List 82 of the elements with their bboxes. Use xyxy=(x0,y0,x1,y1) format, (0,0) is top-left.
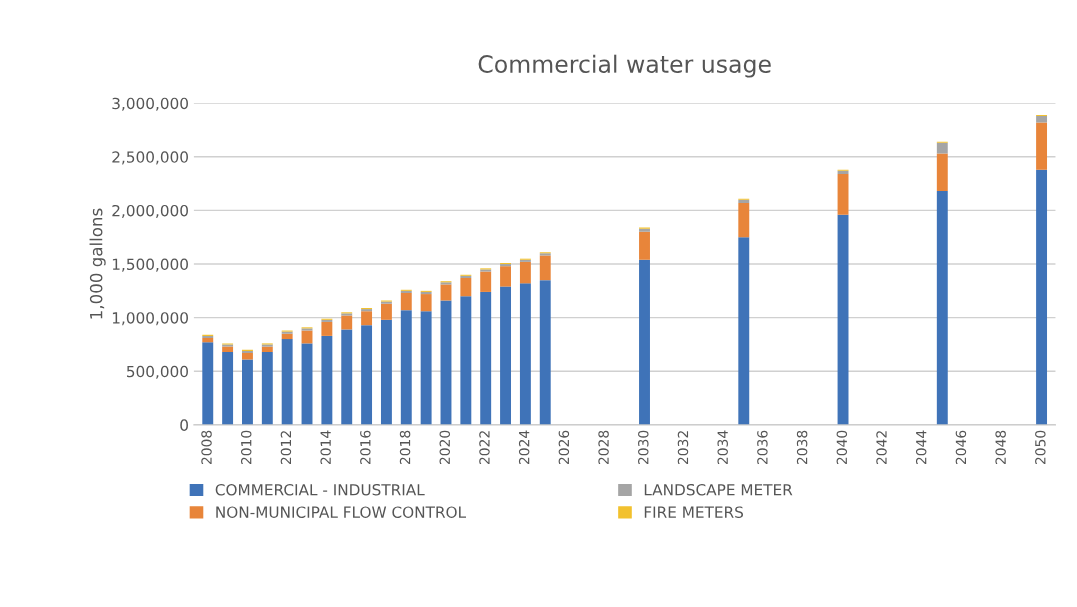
bar xyxy=(341,315,353,330)
bar xyxy=(519,261,531,284)
bar xyxy=(440,284,452,301)
bar xyxy=(639,259,650,425)
y-tick-label: 1,000,000 xyxy=(112,312,188,326)
bar xyxy=(380,319,392,425)
bar xyxy=(420,294,432,312)
x-tick-label: 2046 xyxy=(955,430,967,465)
bar xyxy=(361,325,373,425)
bar xyxy=(301,343,313,425)
y-axis-title: 1,000 gallons xyxy=(89,208,106,319)
x-tick-label: 2020 xyxy=(439,430,451,465)
y-tick-label: 2,000,000 xyxy=(112,204,188,219)
x-tick-label: 2044 xyxy=(915,430,927,465)
x-tick-label: 2036 xyxy=(757,430,768,465)
bar xyxy=(242,359,253,425)
bar xyxy=(1036,169,1048,425)
legend-label: LANDSCAPE METER xyxy=(644,483,793,496)
bar xyxy=(936,153,948,192)
bar xyxy=(222,351,234,425)
x-tick-label: 2024 xyxy=(518,430,530,465)
bar xyxy=(480,291,492,425)
bar xyxy=(936,191,948,425)
bar xyxy=(738,202,750,238)
bar xyxy=(261,346,273,352)
bar xyxy=(837,214,849,425)
chart-title: Commercial water usage xyxy=(478,54,771,78)
x-tick-label: 2008 xyxy=(201,430,212,465)
x-tick-label: 2048 xyxy=(995,430,1006,465)
bar xyxy=(639,231,650,260)
bar xyxy=(281,339,293,425)
x-tick-label: 2012 xyxy=(280,431,292,465)
bar xyxy=(261,351,273,425)
x-tick-label: 2018 xyxy=(399,430,411,465)
bar xyxy=(1036,116,1048,123)
x-tick-label: 2032 xyxy=(677,431,689,465)
bar xyxy=(539,255,551,281)
legend-label: NON-MUNICIPAL FLOW CONTROL xyxy=(216,506,466,518)
bar xyxy=(539,280,551,425)
bar xyxy=(341,329,353,425)
y-tick-label: 3,000,000 xyxy=(112,97,188,111)
y-tick-label: 1,500,000 xyxy=(112,258,188,272)
x-tick-label: 2010 xyxy=(240,430,252,465)
bar xyxy=(361,311,373,326)
x-tick-label: 2040 xyxy=(836,430,848,465)
bar xyxy=(480,271,492,292)
bar xyxy=(202,342,214,425)
bar xyxy=(321,321,333,336)
bar xyxy=(202,338,214,343)
legend-label: FIRE METERS xyxy=(644,506,744,518)
bar xyxy=(440,300,452,425)
bar xyxy=(500,266,511,287)
legend-label: COMMERCIAL - INDUSTRIAL xyxy=(215,483,425,496)
bar xyxy=(222,346,234,352)
bar xyxy=(321,335,333,425)
bar xyxy=(1036,122,1048,170)
bar xyxy=(400,293,412,311)
y-tick-label: 0 xyxy=(180,419,188,431)
bar xyxy=(400,310,412,425)
bar xyxy=(500,286,511,425)
bar xyxy=(738,237,750,425)
bar xyxy=(242,353,253,360)
x-tick-label: 2028 xyxy=(598,430,609,465)
bar xyxy=(936,142,948,154)
x-tick-label: 2034 xyxy=(717,430,728,465)
x-tick-label: 2014 xyxy=(320,430,331,465)
bar xyxy=(519,283,531,425)
x-tick-label: 2042 xyxy=(876,431,887,465)
bar xyxy=(837,173,849,215)
y-tick-label: 500,000 xyxy=(127,365,188,379)
x-tick-label: 2016 xyxy=(360,430,371,465)
bar xyxy=(380,303,392,320)
bar xyxy=(420,311,432,425)
bar xyxy=(460,277,472,297)
bar xyxy=(460,296,472,425)
y-tick-label: 2,500,000 xyxy=(112,151,188,165)
x-tick-label: 2026 xyxy=(558,430,570,465)
x-tick-label: 2022 xyxy=(479,431,490,465)
x-tick-label: 2038 xyxy=(796,430,808,465)
x-tick-label: 2050 xyxy=(1035,430,1046,465)
x-tick-label: 2030 xyxy=(638,430,649,465)
bar xyxy=(281,333,293,340)
